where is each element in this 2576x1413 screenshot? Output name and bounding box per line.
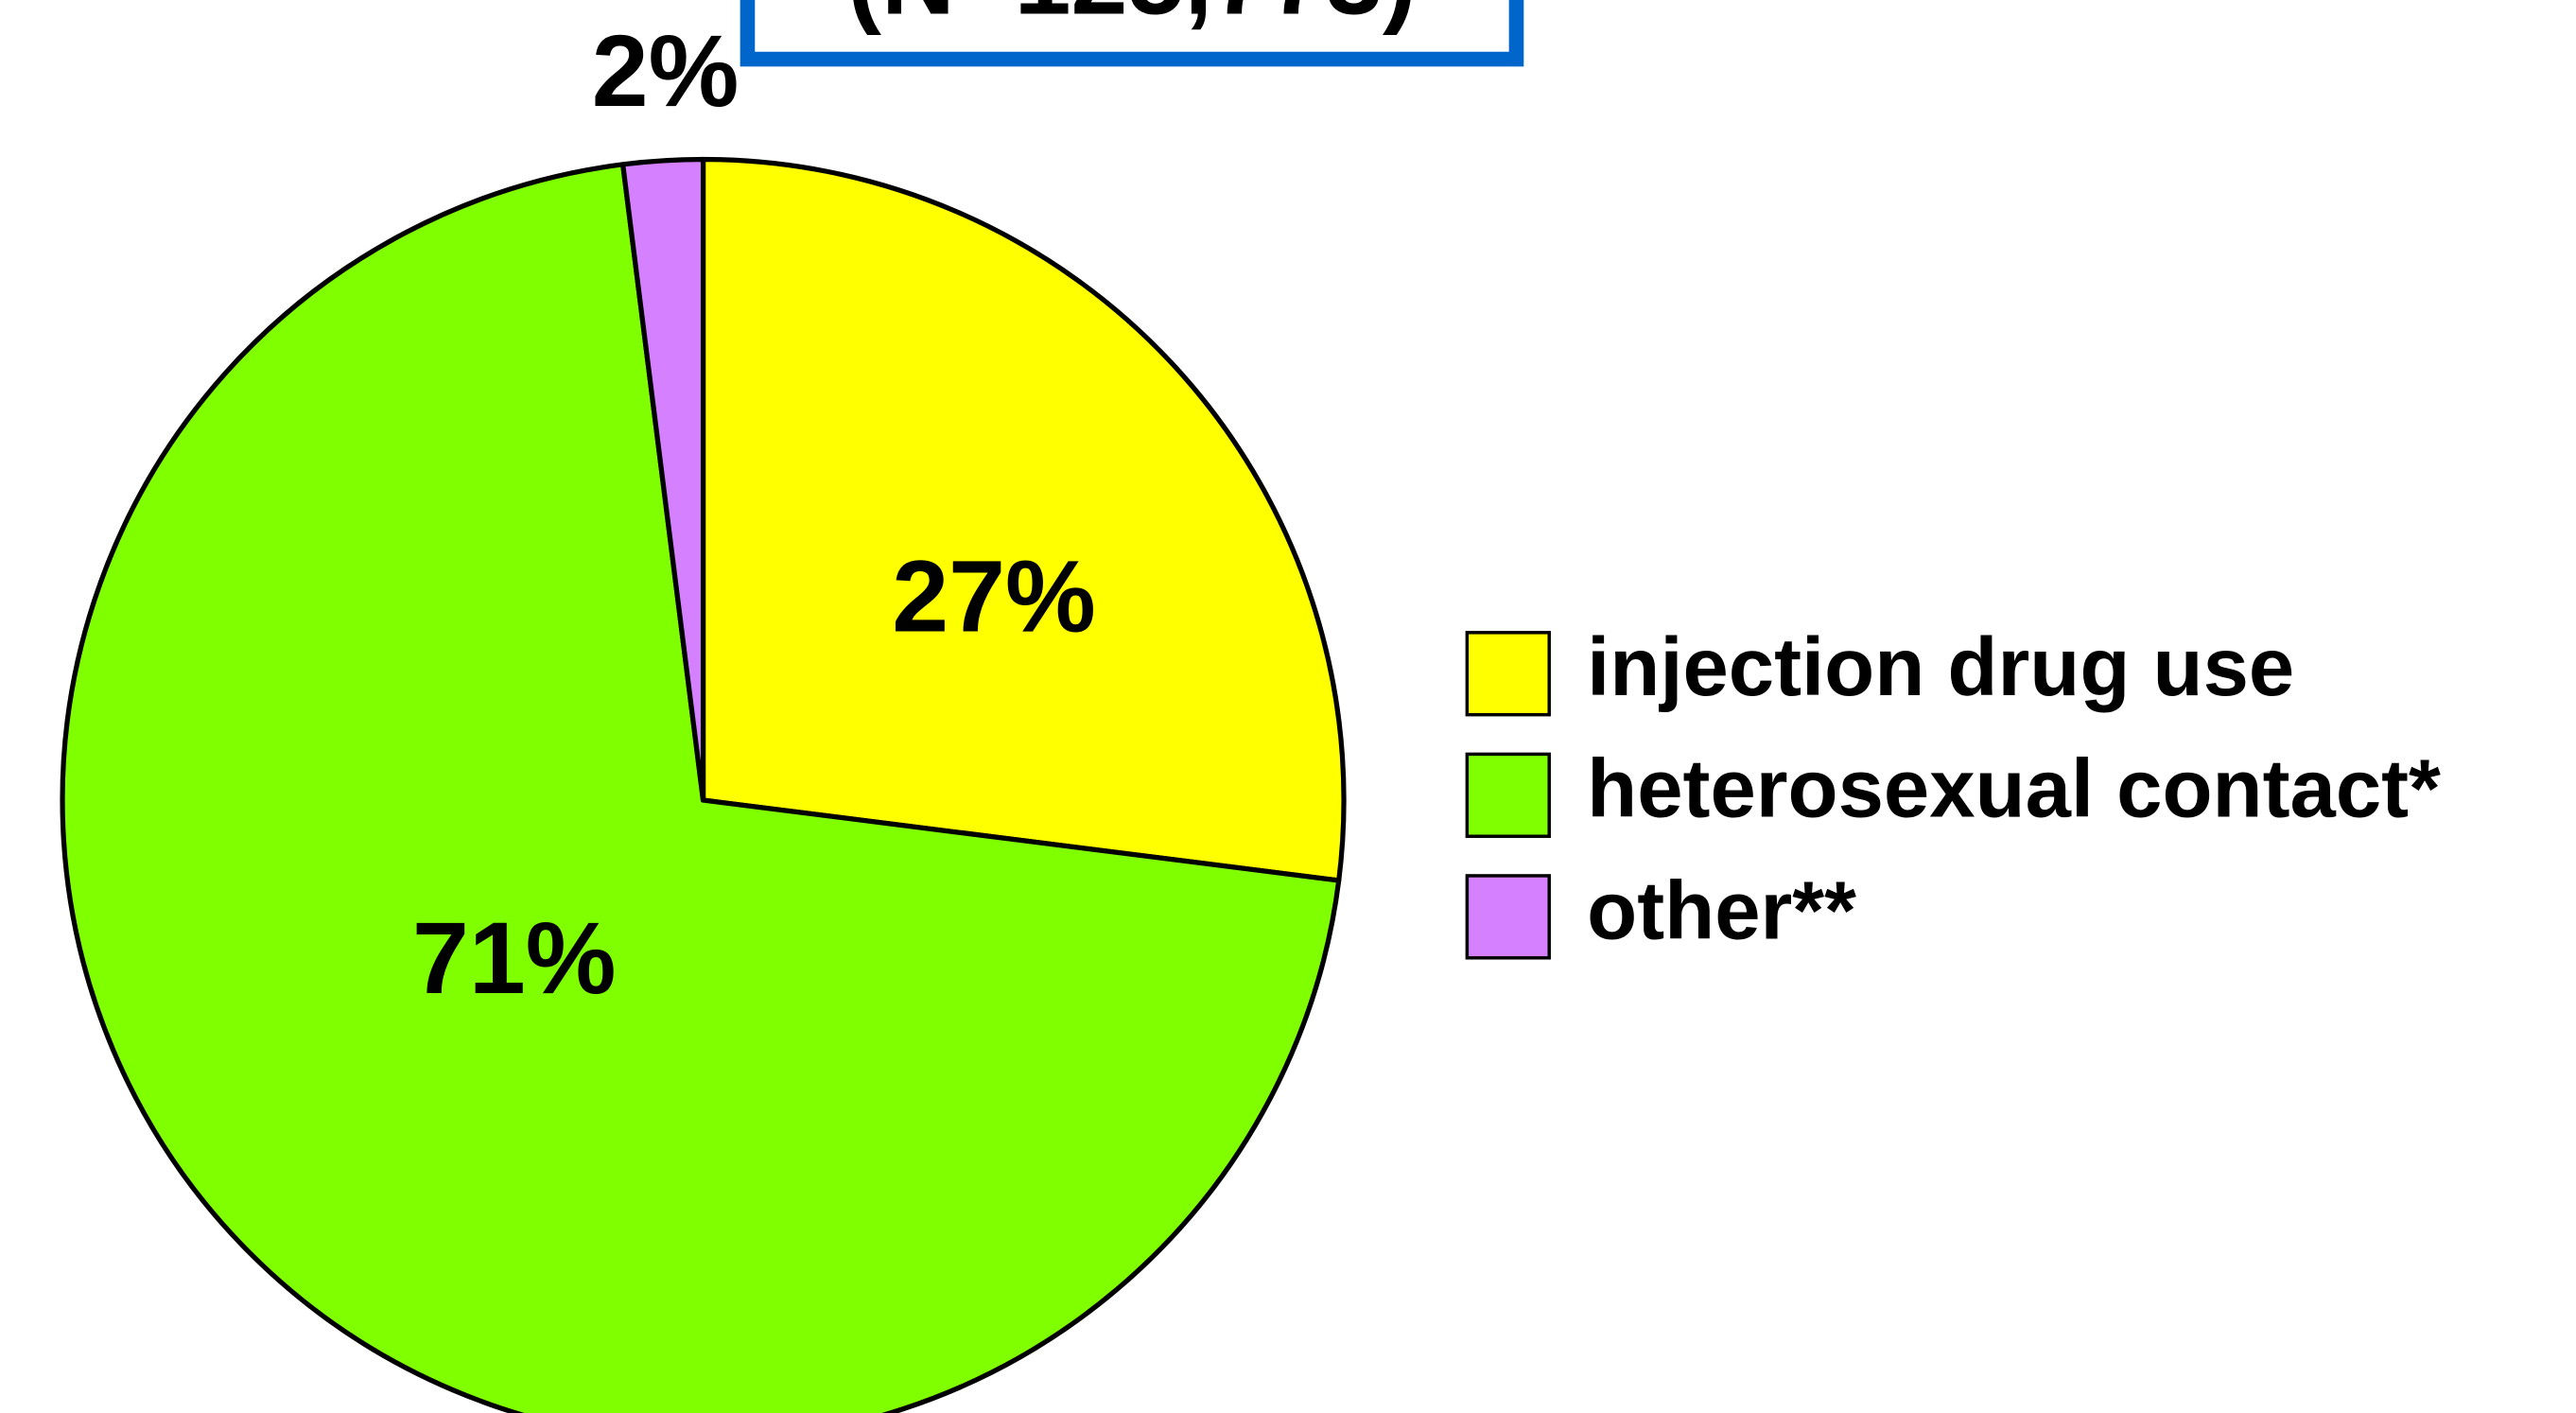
legend-swatch	[1465, 874, 1551, 960]
title-box	[740, 0, 1524, 67]
pie-slice	[620, 156, 706, 803]
data-label: 2%	[592, 14, 740, 128]
pie-slice	[700, 156, 1347, 883]
chart-title: (N=125,773)	[847, 0, 1417, 36]
legend-label: heterosexual contact*	[1587, 743, 2441, 835]
legend-swatch	[1465, 752, 1551, 838]
data-label: 71%	[412, 901, 617, 1015]
legend-label: injection drug use	[1587, 621, 2294, 713]
legend-label: other**	[1587, 864, 1856, 956]
data-label: 27%	[892, 540, 1096, 654]
legend-swatch	[1465, 631, 1551, 717]
